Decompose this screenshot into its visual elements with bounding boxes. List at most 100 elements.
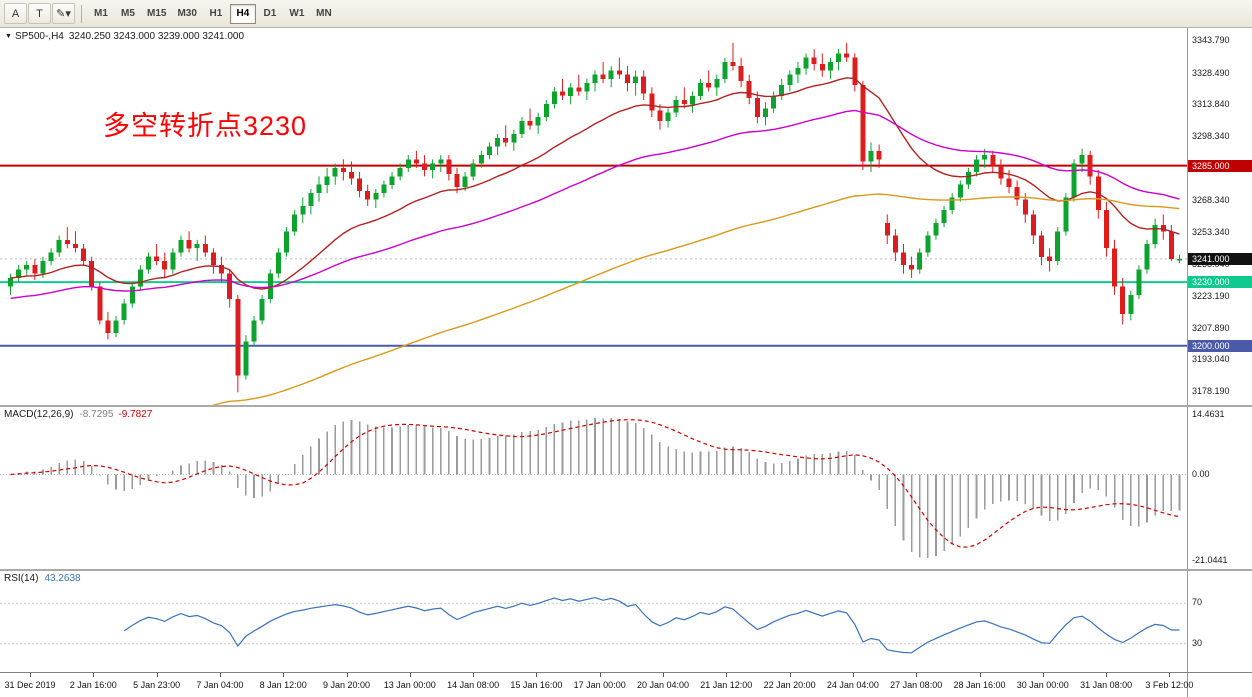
rsi-panel[interactable]: RSI(14) 43.2638 [0,569,1187,672]
text-tool[interactable]: T [28,3,51,24]
macd-scale-label: -21.0441 [1192,554,1228,565]
macd-signal-value: -9.7827 [118,409,153,420]
rsi-scale-label: 30 [1192,637,1203,648]
rsi-scale-label: 70 [1192,597,1203,608]
axis-divider [0,672,1252,673]
price-level-badge: 3230.000 [1188,276,1252,289]
timeframe-button-w1[interactable]: W1 [284,4,310,24]
ohlc-values: 3240.250 3243.000 3239.000 3241.000 [68,31,245,42]
toolbar: A T ✎▾ M1 M5 M15 M30 H1 H4 D1 W1 MN [0,0,1252,28]
moving-average-55 [10,109,1180,299]
time-axis-tick [979,673,981,677]
time-axis-label: 13 Jan 00:00 [383,680,436,690]
time-axis-tick [283,673,285,677]
price-scale-label: 3253.340 [1192,226,1230,237]
price-scale-label: 3178.190 [1192,385,1230,396]
time-axis-tick [663,673,664,677]
time-axis-tick [1169,673,1171,677]
macd-scale-label: 0.00 [1192,468,1210,479]
price-scale-label: 3268.340 [1192,194,1230,205]
chart-column: ▼ SP500-,H4 3240.250 3243.000 3239.000 324… [0,28,1193,697]
time-axis-tick [536,673,538,677]
macd-main-value: -8.7295 [79,409,114,420]
price-scale-label: 3298.340 [1192,131,1230,142]
candlestick-layer [8,42,1182,393]
time-axis-label: 2 Jan 16:00 [69,680,117,690]
timeframe-button-h4[interactable]: H4 [229,3,256,24]
moving-average-21 [10,77,1180,290]
time-axis-label: 31 Dec 2019 [4,680,56,690]
time-axis-label: 3 Feb 12:00 [1145,680,1194,690]
rsi-header: RSI(14) 43.2638 [4,573,81,584]
time-axis-tick [473,673,475,677]
time-axis-label: 7 Jan 04:00 [196,680,244,690]
timeframe-button-m30[interactable]: M30 [172,4,201,24]
collapse-icon[interactable]: ▼ [5,33,12,40]
time-axis-label: 20 Jan 04:00 [636,680,690,690]
price-chart-panel[interactable]: ▼ SP500-,H4 3240.250 3243.000 3239.000 324… [0,28,1187,405]
price-scale[interactable]: 3343.7903328.4903313.8403298.3403283.190… [1187,28,1252,697]
time-axis-tick [599,673,601,677]
cursor-tool[interactable]: A [4,3,27,24]
rsi-label: RSI(14) [4,573,39,584]
time-axis-tick [409,673,411,677]
time-axis-tick [1042,673,1044,677]
timeframe-button-m1[interactable]: M1 [88,4,114,24]
timeframe-button-m15[interactable]: M15 [142,4,171,24]
time-axis-label: 27 Jan 08:00 [890,680,943,690]
macd-histogram [17,417,1181,559]
time-axis-tick [916,673,918,677]
price-level-badge: 3285.000 [1188,159,1252,172]
time-axis-tick [346,673,348,677]
price-scale-label: 3193.040 [1192,354,1230,365]
time-axis-label: 14 Jan 08:00 [447,680,500,690]
macd-header: MACD(12,26,9) -8.7295 -9.7827 [4,409,152,420]
moving-average-120 [211,193,1180,405]
price-scale-label: 3328.490 [1192,67,1230,78]
timeframe-button-m5[interactable]: M5 [115,4,141,24]
timeframe-button-h1[interactable]: H1 [203,4,229,24]
macd-canvas [0,417,1187,559]
chart-workspace: ▼ SP500-,H4 3240.250 3243.000 3239.000 324… [0,28,1252,697]
price-scale-label: 3343.790 [1192,35,1230,46]
time-axis-label: 28 Jan 16:00 [953,680,1006,690]
toolbar-separator [81,4,82,23]
timeframe-button-d1[interactable]: D1 [257,4,283,24]
time-axis-label: 30 Jan 00:00 [1016,680,1069,690]
time-axis-tick [93,673,95,677]
panel-divider[interactable] [0,405,1252,407]
macd-scale-label: 14.4631 [1192,409,1225,420]
time-axis-label: 31 Jan 08:00 [1080,680,1133,690]
time-axis-label: 8 Jan 12:00 [259,680,307,690]
symbol-period-label: SP500-,H4 [14,31,64,42]
time-axis-tick [852,673,854,677]
chart-header: ▼ SP500-,H4 3240.250 3243.000 3239.000 324… [5,31,244,42]
time-axis-label: 21 Jan 12:00 [700,680,753,690]
time-axis-label: 24 Jan 04:00 [826,680,879,690]
timeframe-button-mn[interactable]: MN [311,4,337,24]
macd-signal-line [10,419,1180,548]
time-axis-label: 15 Jan 16:00 [510,680,563,690]
current-price-badge: 3241.000 [1188,252,1252,265]
time-axis-label: 9 Jan 20:00 [322,680,371,690]
time-axis-tick [30,673,31,677]
price-scale-label: 3207.890 [1192,322,1230,333]
panel-divider[interactable] [0,569,1252,571]
time-axis-label: 5 Jan 23:00 [133,680,181,690]
time-axis-tick [726,673,728,677]
price-chart-canvas [0,42,1187,405]
chart-annotation: 多空转折点3230 [103,111,308,141]
time-axis[interactable]: 31 Dec 2019 2 Jan 16:00 5 Jan 23:00 7 Jan 0… [0,672,1193,697]
rsi-value: 43.2638 [44,573,81,584]
macd-label: MACD(12,26,9) [4,409,74,420]
time-axis-tick [156,673,158,677]
rsi-canvas [0,596,1187,654]
time-axis-tick [1106,673,1108,677]
price-scale-label: 3313.840 [1192,98,1230,109]
time-axis-tick [789,673,791,677]
price-scale-label: 3223.190 [1192,290,1230,301]
draw-tool[interactable]: ✎▾ [52,3,75,24]
macd-panel[interactable]: MACD(12,26,9) -8.7295 -9.7827 [0,405,1187,569]
rsi-line [123,596,1180,654]
